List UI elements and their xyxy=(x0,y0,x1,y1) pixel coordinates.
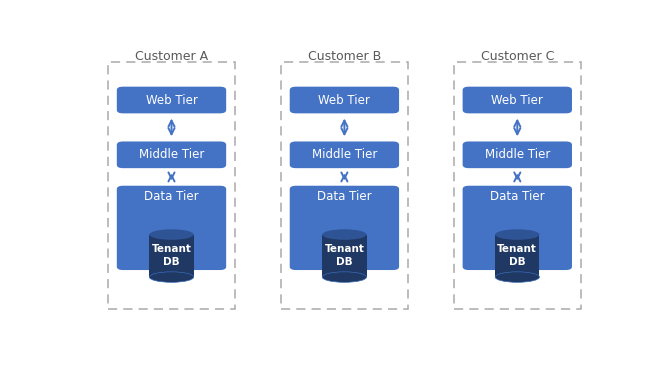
FancyBboxPatch shape xyxy=(462,142,572,168)
Ellipse shape xyxy=(149,272,194,282)
Text: Data Tier: Data Tier xyxy=(144,190,199,203)
Text: Middle Tier: Middle Tier xyxy=(312,148,377,161)
FancyBboxPatch shape xyxy=(117,142,226,168)
Ellipse shape xyxy=(149,229,194,240)
Text: Data Tier: Data Tier xyxy=(490,190,544,203)
Ellipse shape xyxy=(495,229,540,240)
Ellipse shape xyxy=(323,229,366,240)
Text: Customer C: Customer C xyxy=(480,50,554,63)
Ellipse shape xyxy=(323,272,366,282)
Text: Data Tier: Data Tier xyxy=(317,190,372,203)
FancyBboxPatch shape xyxy=(117,87,226,114)
Text: Middle Tier: Middle Tier xyxy=(139,148,204,161)
Text: Web Tier: Web Tier xyxy=(319,93,370,107)
Bar xyxy=(149,235,194,277)
Text: Customer A: Customer A xyxy=(135,50,208,63)
Text: Tenant
DB: Tenant DB xyxy=(497,244,537,267)
Text: Tenant
DB: Tenant DB xyxy=(325,244,364,267)
FancyBboxPatch shape xyxy=(290,142,399,168)
Bar xyxy=(323,235,366,277)
Text: Web Tier: Web Tier xyxy=(146,93,198,107)
FancyBboxPatch shape xyxy=(117,186,226,270)
Ellipse shape xyxy=(495,272,540,282)
Text: Middle Tier: Middle Tier xyxy=(485,148,550,161)
Text: Tenant
DB: Tenant DB xyxy=(152,244,192,267)
Text: Web Tier: Web Tier xyxy=(491,93,543,107)
FancyBboxPatch shape xyxy=(462,186,572,270)
FancyBboxPatch shape xyxy=(462,87,572,114)
FancyBboxPatch shape xyxy=(290,87,399,114)
Bar xyxy=(495,235,540,277)
FancyBboxPatch shape xyxy=(290,186,399,270)
Text: Customer B: Customer B xyxy=(308,50,381,63)
